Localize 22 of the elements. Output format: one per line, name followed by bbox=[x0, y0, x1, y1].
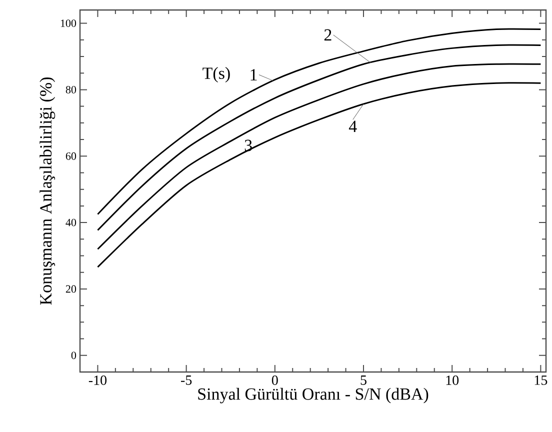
series-label: 2 bbox=[324, 29, 332, 41]
x-tick-label: 0 bbox=[272, 376, 278, 385]
line-series bbox=[96, 63, 542, 250]
x-axis-title: Sinyal Gürültü Oranı - S/N (dBA) bbox=[198, 388, 428, 404]
x-tick-label: 5 bbox=[360, 376, 366, 385]
x-tick-label: -5 bbox=[181, 376, 192, 385]
y-tick-label: 20 bbox=[66, 285, 76, 293]
y-axis-title: Konuşmanın Anlaşılabilirliği (%) bbox=[40, 77, 56, 305]
y-tick-label: 60 bbox=[66, 152, 76, 160]
line-series bbox=[96, 82, 542, 268]
y-tick-label: 40 bbox=[66, 218, 76, 226]
line-series bbox=[96, 28, 542, 215]
y-tick-label: 80 bbox=[66, 86, 76, 94]
line-series bbox=[96, 44, 542, 231]
series-label: 1 bbox=[250, 69, 257, 80]
x-tick-label: -10 bbox=[88, 376, 107, 385]
x-tick-label: 10 bbox=[446, 376, 459, 385]
y-tick-label: 0 bbox=[71, 352, 76, 360]
annotation: T(s) bbox=[202, 67, 230, 82]
series-label: 4 bbox=[348, 120, 357, 132]
y-tick-label: 100 bbox=[60, 20, 76, 27]
x-tick-label: 15 bbox=[534, 376, 548, 385]
